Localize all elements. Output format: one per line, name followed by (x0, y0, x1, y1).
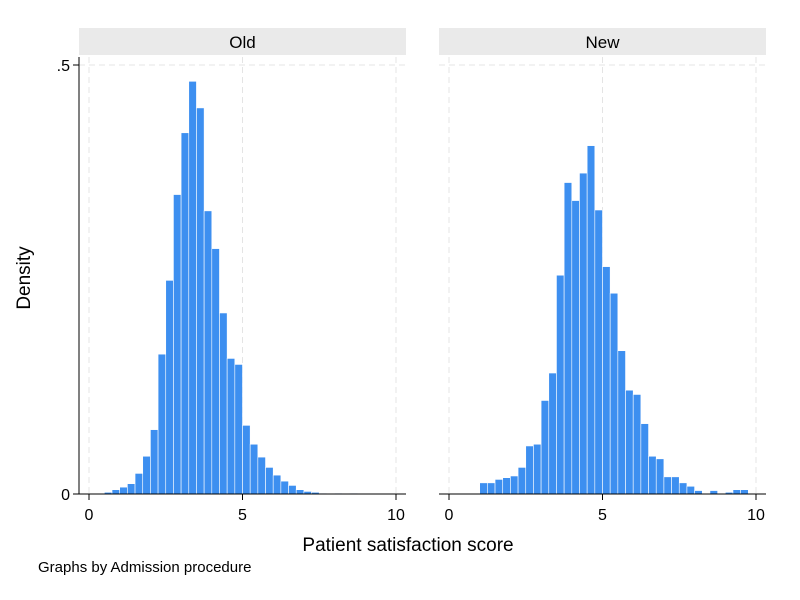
panel-strip (439, 28, 766, 55)
histogram-bar (142, 455, 151, 495)
histogram-bar (579, 172, 588, 495)
histogram-bar (556, 274, 565, 495)
histogram-bar (249, 443, 259, 495)
histogram-bar (226, 358, 236, 495)
histogram-bar (295, 489, 305, 495)
histogram-bar (280, 480, 289, 495)
panel-strip (79, 28, 406, 55)
histogram-bar (586, 145, 596, 495)
panel-new: New 0 5 10 (439, 28, 766, 524)
histogram-bar (165, 280, 174, 495)
histogram-bar (219, 312, 228, 495)
histogram-bar (242, 425, 251, 495)
histogram-bar (517, 467, 527, 495)
histogram-bar (180, 132, 190, 495)
histogram-bar (671, 476, 680, 495)
x-tick-label: 5 (598, 507, 607, 524)
y-axis-title: Density (14, 246, 35, 310)
histogram-bar (188, 81, 197, 495)
histogram-bar (173, 194, 182, 495)
histogram-bar (196, 107, 205, 495)
histogram-bar (663, 476, 672, 495)
histogram-bar (563, 182, 573, 495)
panel-strip-label: Old (229, 33, 255, 52)
histogram-bar (211, 248, 220, 495)
histogram-bar (119, 486, 128, 495)
x-tick-label: 0 (85, 507, 94, 524)
histogram-bar (502, 477, 511, 495)
panel-old: Old 0 5 10 0 .5 (57, 28, 406, 524)
histogram-bar (111, 489, 121, 495)
panels: Old 0 5 10 0 .5 New 0 5 10 (57, 28, 766, 524)
y-tick-label: 0 (61, 487, 70, 504)
x-tick-label: 5 (238, 507, 247, 524)
histogram-bar (602, 266, 611, 495)
histogram-bar (632, 394, 642, 495)
histogram-bar (134, 473, 144, 495)
histogram-bar (640, 423, 649, 495)
histogram-bar (257, 456, 266, 495)
x-tick-label: 10 (747, 507, 765, 524)
x-tick-label: 0 (445, 507, 454, 524)
histogram-bar (234, 364, 243, 495)
histogram-bar (479, 482, 488, 495)
histogram-bar (709, 490, 718, 495)
histogram-bar (594, 209, 603, 495)
y-tick-label: .5 (57, 58, 70, 75)
histogram-bar (203, 210, 213, 495)
graph-note: Graphs by Admission procedure (38, 559, 251, 576)
histogram-bar (127, 483, 136, 495)
histogram-bar (678, 482, 688, 495)
histogram-bar (732, 489, 741, 495)
histogram-bar (625, 389, 634, 495)
histogram-bar (265, 467, 274, 495)
histogram-bar (540, 400, 550, 495)
histogram-bar (655, 458, 665, 495)
histogram-bar (487, 482, 496, 495)
histogram-bar (494, 479, 504, 495)
histogram-bar (533, 443, 542, 495)
panel-strip-label: New (585, 33, 620, 52)
histogram-bar (150, 429, 159, 495)
histogram-bar (609, 292, 619, 495)
histogram-bar (648, 455, 657, 495)
histogram-bar (617, 350, 626, 495)
histogram-bar (272, 474, 282, 495)
histogram-bar (571, 200, 580, 495)
histogram-bar (510, 475, 519, 495)
histogram-bar (288, 485, 297, 495)
histogram-bar (740, 489, 749, 495)
histogram-bar (694, 490, 703, 495)
histogram-bar (686, 485, 695, 495)
histogram-bar (548, 372, 557, 495)
x-tick-label: 10 (387, 507, 405, 524)
histogram-bar (157, 353, 167, 495)
x-axis-title: Patient satisfaction score (302, 535, 513, 556)
histogram-bar (525, 445, 534, 495)
